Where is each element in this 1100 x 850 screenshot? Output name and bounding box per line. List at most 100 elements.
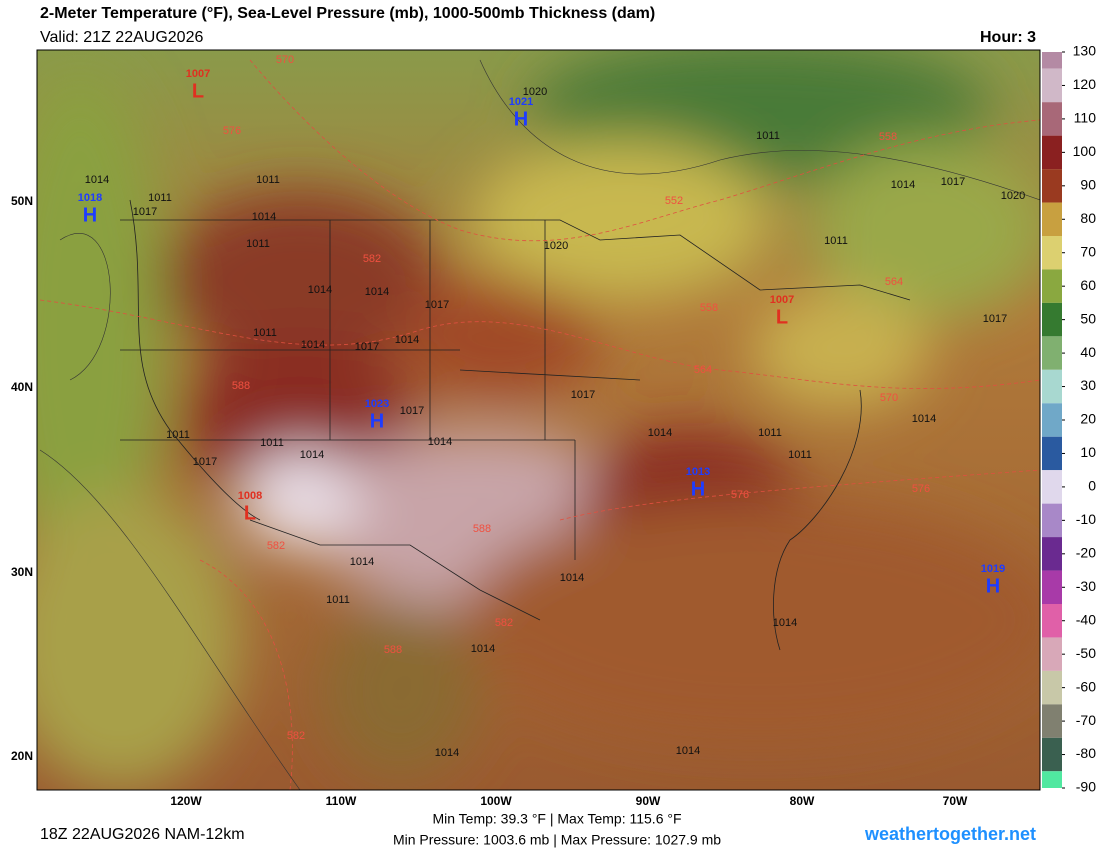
thickness-line [39,299,1040,389]
pressure-letter: H [691,478,705,500]
forecast-hour: Hour: 3 [980,29,1036,46]
isobar-label: 1020 [523,86,547,98]
isobar-label: 1017 [400,405,424,417]
isobar-label: 1011 [260,437,284,449]
colorbar-label: 20 [1080,411,1096,427]
thickness-label: 576 [912,483,930,495]
isobar-label: 1014 [471,643,495,655]
thickness-label: 582 [287,730,305,742]
colorbar-label: -90 [1076,779,1096,795]
colorbar-swatch [1042,302,1062,337]
thickness-label: 588 [384,644,402,656]
colorbar-swatch [1042,236,1062,270]
pressure-value: 1007 [186,68,210,80]
colorbar-label: 0 [1088,478,1096,494]
isobar-label: 1011 [326,594,350,606]
colorbar-swatch [1042,135,1062,170]
pressure-letter: L [776,306,788,328]
lon-label: 80W [790,794,815,808]
border-line [120,219,911,301]
lat-label: 30N [11,565,33,579]
isobar-label: 1014 [395,334,419,346]
colorbar-swatch [1042,102,1062,136]
colorbar-swatch [1042,403,1062,437]
colorbar-swatch [1042,503,1062,538]
isobar-label: 1014 [891,179,915,191]
colorbar-label: 100 [1073,143,1097,159]
pressure-value: 1019 [981,563,1005,575]
colorbar-swatch [1042,436,1062,471]
map-frame [36,49,1041,791]
isobar-label: 1014 [912,413,936,425]
isobar-label: 1017 [941,176,965,188]
lon-label: 120W [170,794,202,808]
colorbar-label: -20 [1076,545,1096,561]
colorbar-swatch [1042,336,1062,370]
isobar-label: 1014 [365,286,389,298]
title: 2-Meter Temperature (°F), Sea-Level Pres… [40,5,655,22]
pressure-value: 1007 [770,294,794,306]
borders [120,199,911,651]
isobar-label: 1014 [428,436,452,448]
thickness-label: 564 [885,276,903,288]
isobar-label: 1011 [256,174,280,186]
pressure-value: 1023 [365,398,389,410]
colorbar-label: -30 [1076,578,1096,594]
isobar-label: 1020 [544,240,568,252]
isobar-label: 1014 [308,284,332,296]
colorbar-label: 120 [1073,76,1097,92]
lat-label: 50N [11,194,33,208]
coastline [129,199,862,651]
colorbar-label: 130 [1073,43,1097,59]
colorbar-label: 40 [1080,344,1096,360]
isobar-label: 1014 [560,572,584,584]
isobar-label: 1011 [166,429,190,441]
temperature-shading [37,50,1040,790]
thickness-label: 558 [879,131,897,143]
lat-label: 20N [11,749,33,763]
colorbar-swatch [1042,737,1062,772]
colorbar-label: 60 [1080,277,1096,293]
pressure-value: 1008 [238,490,262,502]
pressure-letter: H [986,575,1000,597]
isobar-line [39,449,301,790]
lon-label: 70W [943,794,968,808]
colorbar-swatch [1042,604,1062,638]
colorbar-label: -60 [1076,678,1096,694]
colorbar-swatch [1042,68,1062,103]
isobar-label: 1011 [148,192,172,204]
thickness-label: 570 [276,54,294,66]
thickness-line [249,59,1040,242]
colorbar-label: 50 [1080,310,1096,326]
thickness-label: 582 [363,253,381,265]
border-line [120,220,641,560]
isobar-label: 1014 [350,556,374,568]
isobar-label: 1014 [85,174,109,186]
model-run: 18Z 22AUG2026 NAM-12km [40,826,245,843]
isobar-label: 1014 [252,211,276,223]
colorbar-swatch [1042,470,1062,504]
isobar-label: 1017 [983,313,1007,325]
isobar-label: 1020 [1001,190,1025,202]
colorbar-swatch [1042,52,1062,69]
colorbar-label: -50 [1076,645,1096,661]
temp-range: Min Temp: 39.3 °F | Max Temp: 115.6 °F [432,811,681,827]
colorbar-swatch [1042,169,1062,203]
colorbar-swatch [1042,670,1062,705]
thickness-label: 588 [473,523,491,535]
thickness-label: 570 [880,392,898,404]
colorbar-swatch [1042,570,1062,604]
colorbar-swatch [1042,269,1062,303]
isobar-label: 1011 [756,130,780,142]
isobar-label: 1011 [253,327,277,339]
pressure-letter: L [244,502,256,524]
isobar-line [479,59,1040,201]
colorbar-label: -40 [1076,611,1096,627]
thickness-label: 576 [731,489,749,501]
thickness-label: 558 [700,302,718,314]
isobar-label: 1014 [301,339,325,351]
pressure-value: 1018 [78,192,102,204]
colorbar-label: 110 [1074,110,1097,126]
